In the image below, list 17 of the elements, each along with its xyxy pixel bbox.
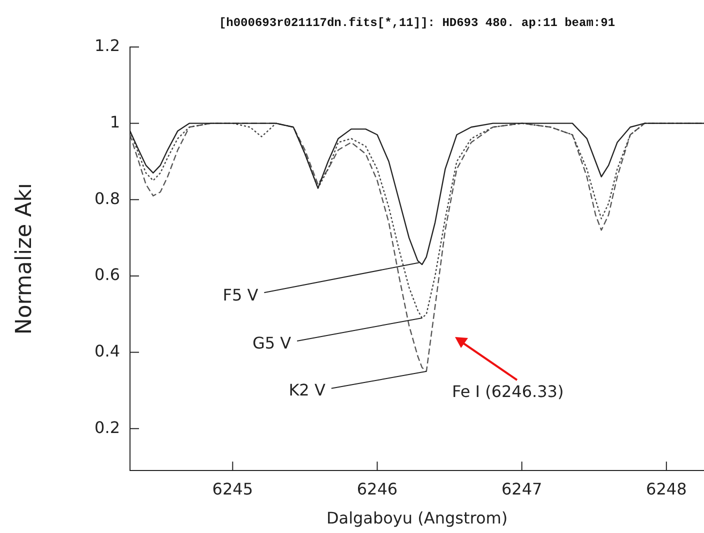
x-axis-title: Dalgaboyu (Angstrom) (326, 508, 508, 528)
y-axis-title: Normalize Akı (12, 182, 37, 335)
annotation: G5 V (252, 333, 292, 352)
annotation: F5 V (222, 285, 258, 304)
y-tick-label: 0.4 (94, 341, 120, 360)
x-tick-label: 6248 (646, 479, 687, 498)
chart-title: [h000693r021117dn.fits[*,11]]: HD693 480. ap:11 beam:91 (218, 16, 616, 30)
x-tick-label: 6247 (501, 479, 542, 498)
annotation: K2 V (288, 380, 326, 400)
x-tick-label: 6246 (356, 479, 398, 498)
x-tick-label: 6245 (212, 479, 254, 498)
y-tick-label: 0.2 (94, 418, 120, 437)
y-tick-label: 1 (110, 112, 120, 132)
y-tick-label: 0.8 (94, 188, 120, 208)
y-tick-label: 1.2 (94, 36, 120, 56)
y-tick-label: 0.6 (94, 265, 120, 284)
annotation: Fe I (6246.33) (452, 382, 564, 401)
